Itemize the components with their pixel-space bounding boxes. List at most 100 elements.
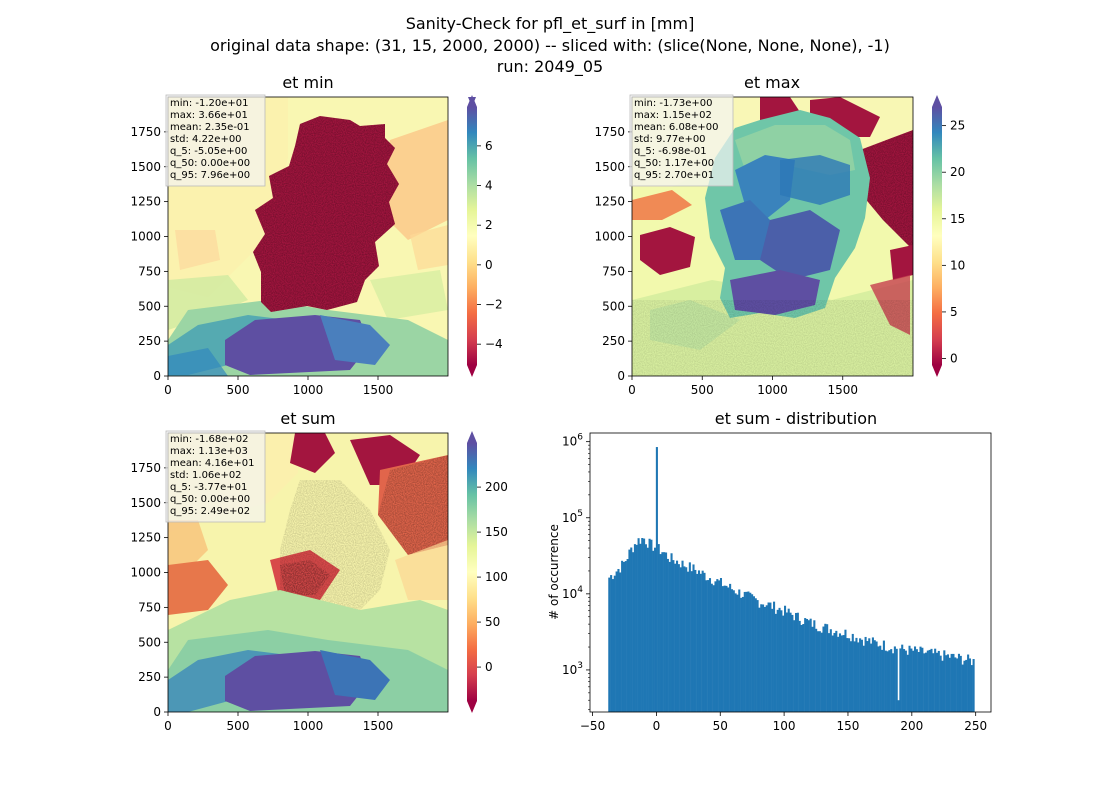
x-tick-label: 1000	[757, 383, 788, 397]
y-ticks: 0 250 500 750 1000 1250 1500 1750	[594, 125, 632, 383]
histogram-bar	[650, 539, 653, 712]
heatmap-image	[168, 97, 448, 376]
heatmap-image	[632, 97, 913, 376]
colorbar-tick-label: 15	[950, 212, 965, 226]
histogram-bar	[738, 589, 741, 712]
stats-line: mean: 2.35e-01	[170, 122, 250, 133]
histogram-bar	[935, 652, 939, 712]
histogram-bar	[954, 657, 957, 712]
histogram-bar	[683, 566, 686, 712]
histogram-bar	[659, 554, 662, 712]
histogram-bar	[712, 585, 715, 712]
histogram-bar	[939, 655, 942, 712]
histogram-bar	[893, 646, 896, 712]
histogram-bar	[870, 643, 873, 712]
histogram-bar	[928, 649, 931, 712]
histogram-bar	[719, 578, 723, 712]
x-tick-label: 150	[837, 719, 860, 733]
histogram-bar	[622, 561, 625, 712]
stats-line: q_95: 2.49e+02	[170, 506, 250, 517]
y-tick-label: 0	[617, 369, 625, 383]
x-tick-label: 200	[900, 719, 923, 733]
histogram-bar	[804, 618, 807, 712]
histogram-bar	[630, 547, 633, 712]
histogram-bar	[686, 571, 690, 712]
colorbar-ticks: 0 5 10 15 20 25	[942, 119, 965, 365]
colorbar-extend-top	[467, 95, 477, 107]
figure-title-line-1: Sanity-Check for pfl_et_surf in [mm]	[406, 14, 695, 34]
histogram-bar	[915, 649, 918, 712]
y-tick-label: 250	[602, 334, 625, 348]
histogram-bar	[945, 655, 948, 712]
histogram-bar	[886, 651, 889, 712]
stats-line: max: 1.15e+02	[634, 110, 712, 121]
histogram-bar	[910, 648, 913, 712]
histogram-bar	[707, 580, 710, 712]
histogram-bar	[857, 642, 860, 712]
histogram-bar	[708, 578, 712, 712]
y-tick-label: 1000	[594, 230, 625, 244]
colorbar-tick-label: 200	[485, 480, 508, 494]
panel-title: et sum - distribution	[715, 409, 877, 428]
histogram-bar	[877, 646, 880, 712]
figure-title-line-3: run: 2049_05	[497, 57, 603, 77]
histogram-bar	[965, 659, 968, 712]
histogram-bar	[654, 547, 657, 712]
colorbar-ticks: −4 −2 0 2 4 6	[477, 139, 503, 351]
y-ticks: 0 250 500 750 1000 1250 1500 1750	[130, 125, 168, 383]
histogram-bar	[675, 560, 679, 712]
histogram-bar	[904, 650, 907, 712]
histogram-bar	[908, 645, 911, 712]
histogram-bar	[787, 608, 790, 712]
y-tick-label: 750	[602, 264, 625, 278]
y-tick-label: 1750	[130, 461, 161, 475]
histogram-bar	[912, 650, 915, 712]
histogram-bar	[921, 647, 924, 712]
histogram-bar	[957, 653, 961, 712]
histogram-bar	[890, 649, 893, 712]
histogram-bar	[952, 653, 955, 712]
colorbar-tick-label: 10	[950, 258, 965, 272]
histogram-bar	[714, 581, 717, 712]
histogram-bar	[835, 630, 838, 712]
histogram-bar	[837, 636, 840, 712]
histogram-bar	[624, 561, 627, 712]
histogram-bar	[752, 596, 755, 712]
histogram-bar	[906, 654, 909, 712]
histogram-bar	[646, 547, 649, 712]
histogram-bar	[692, 564, 695, 712]
panel-et-min: et min 0 500 1000 1500 0 250 500 750 1000 1250 15…	[130, 73, 502, 397]
x-tick-label: 500	[227, 719, 250, 733]
histogram-bar	[913, 646, 917, 712]
histogram-bar	[611, 579, 615, 712]
histogram-bar	[796, 612, 799, 712]
histogram-bar	[621, 560, 624, 712]
histogram-bar	[756, 600, 759, 712]
histogram-bar	[648, 538, 651, 712]
y-tick-label: 250	[138, 334, 161, 348]
stats-line: min: -1.73e+00	[634, 98, 713, 109]
histogram-bar	[798, 620, 801, 712]
y-tick-label: 106	[562, 433, 583, 449]
y-ticks: 103 104 105 106	[562, 433, 590, 711]
histogram-bar	[745, 591, 748, 712]
colorbar-tick-label: 5	[950, 305, 958, 319]
colorbar-tick-label: 50	[485, 615, 500, 629]
colorbar-gradient	[467, 107, 477, 365]
panel-title: et sum	[280, 409, 335, 428]
histogram-bar	[970, 665, 973, 712]
histogram-bar	[932, 653, 935, 712]
histogram-bar	[838, 633, 842, 712]
histogram-bar	[681, 560, 684, 712]
histogram-bar	[652, 550, 655, 712]
y-tick-label: 1250	[130, 531, 161, 545]
histogram-bar	[946, 654, 950, 712]
histogram-bar	[743, 591, 746, 712]
y-tick-label: 1250	[594, 195, 625, 209]
histogram-bar	[758, 607, 761, 712]
stats-line: q_5: -5.05e+00	[170, 146, 247, 157]
